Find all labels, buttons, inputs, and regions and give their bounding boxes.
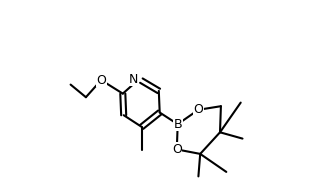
Text: B: B xyxy=(173,118,182,131)
Text: O: O xyxy=(193,103,203,116)
Text: O: O xyxy=(96,74,106,87)
Text: O: O xyxy=(172,143,182,156)
Text: N: N xyxy=(129,73,138,86)
